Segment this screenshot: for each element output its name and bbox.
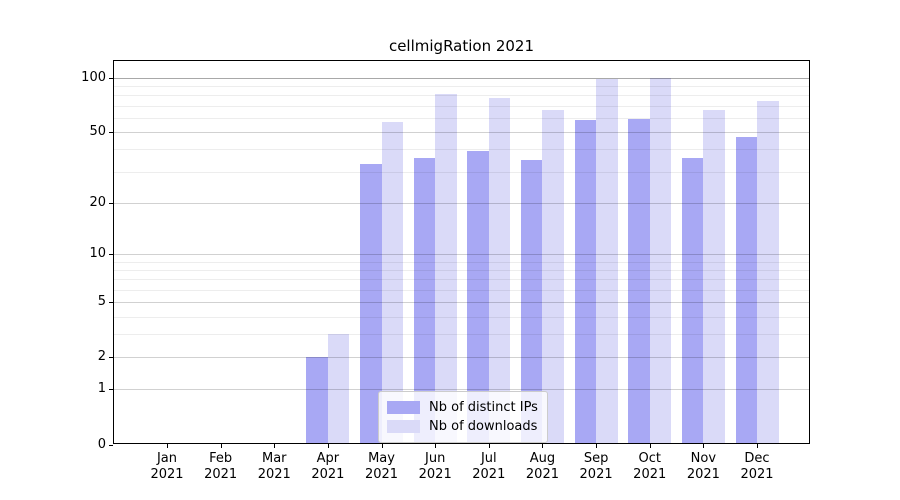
chart-title: cellmigRation 2021 — [388, 37, 535, 55]
gridline-minor — [114, 334, 809, 336]
bar-distinct-ips — [628, 119, 650, 443]
bar-downloads — [488, 98, 511, 443]
x-tick-mark — [488, 444, 490, 448]
x-tick-label: Apr 2021 — [311, 451, 345, 482]
x-tick-mark — [435, 444, 437, 448]
gridline-minor — [114, 85, 809, 87]
gridline-major — [114, 77, 809, 79]
x-tick-label: Nov 2021 — [686, 451, 720, 482]
bar-distinct-ips — [306, 357, 328, 443]
x-tick-mark — [596, 444, 598, 448]
gridline-minor — [114, 105, 809, 107]
x-tick-label: Jan 2021 — [150, 451, 184, 482]
y-tick-label: 50 — [89, 124, 106, 139]
legend-item-distinct-ips: Nb of distinct IPs — [387, 398, 538, 417]
x-tick-label: Jun 2021 — [418, 451, 452, 482]
bar-downloads — [381, 121, 404, 443]
x-tick-mark — [381, 444, 383, 448]
bar-downloads — [757, 101, 779, 443]
bar-distinct-ips — [735, 136, 757, 443]
x-tick-label: Oct 2021 — [633, 451, 667, 482]
y-tick-mark — [109, 132, 113, 133]
gridline-minor — [114, 95, 809, 97]
gridline-major — [114, 389, 809, 391]
legend-label-distinct-ips: Nb of distinct IPs — [429, 400, 538, 415]
legend: Nb of distinct IPs Nb of downloads — [378, 391, 548, 443]
legend-swatch-distinct-ips — [387, 401, 420, 414]
y-tick-mark — [109, 254, 113, 255]
bar-downloads — [703, 110, 725, 443]
y-tick-mark — [109, 389, 113, 390]
x-tick-mark — [220, 444, 222, 448]
plot-area — [113, 60, 810, 444]
bar-downloads — [649, 77, 672, 443]
x-tick-mark — [542, 444, 544, 448]
x-tick-label: Aug 2021 — [525, 451, 559, 482]
x-tick-mark — [327, 444, 329, 448]
y-tick-mark — [109, 445, 113, 446]
bar-distinct-ips — [467, 151, 489, 443]
legend-item-downloads: Nb of downloads — [387, 417, 538, 436]
y-tick-label: 5 — [97, 294, 106, 309]
gridline-minor — [114, 149, 809, 151]
x-tick-label: Dec 2021 — [740, 451, 774, 482]
bar-downloads — [327, 334, 350, 443]
y-tick-label: 1 — [97, 381, 106, 396]
bar-distinct-ips — [520, 159, 543, 443]
gridline-major — [114, 357, 809, 359]
y-tick-label: 10 — [89, 246, 106, 261]
gridline-major — [114, 132, 809, 133]
gridline-major — [114, 302, 809, 304]
y-tick-label: 0 — [97, 437, 106, 452]
bar-distinct-ips — [360, 164, 382, 443]
bar-distinct-ips — [681, 157, 704, 443]
y-tick-mark — [109, 78, 113, 79]
bar-distinct-ips — [413, 157, 436, 443]
x-tick-label: Jul 2021 — [472, 451, 506, 482]
y-tick-label: 100 — [81, 70, 106, 85]
legend-label-downloads: Nb of downloads — [429, 419, 538, 434]
y-tick-mark — [109, 203, 113, 204]
x-tick-mark — [167, 444, 168, 448]
x-tick-label: Sep 2021 — [579, 451, 613, 482]
bar-distinct-ips — [574, 120, 597, 443]
gridline-major — [114, 202, 809, 204]
y-tick-label: 20 — [89, 195, 106, 210]
x-tick-mark — [649, 444, 651, 448]
x-tick-mark — [703, 444, 705, 448]
legend-swatch-downloads — [387, 420, 420, 433]
gridline-minor — [114, 279, 809, 281]
gridline-minor — [114, 117, 809, 119]
y-tick-mark — [109, 357, 113, 358]
x-tick-mark — [274, 444, 276, 448]
gridline-minor — [114, 171, 809, 173]
x-tick-label: Mar 2021 — [257, 451, 291, 482]
gridline-minor — [114, 261, 809, 263]
y-tick-mark — [109, 302, 113, 303]
x-tick-label: Feb 2021 — [204, 451, 238, 482]
bar-downloads — [542, 110, 564, 443]
gridline-minor — [114, 316, 809, 318]
gridline-minor — [114, 289, 809, 291]
gridline-major — [114, 253, 809, 255]
x-tick-label: May 2021 — [364, 451, 399, 482]
y-tick-label: 2 — [97, 349, 106, 364]
bar-downloads — [435, 94, 457, 443]
bar-downloads — [596, 78, 618, 443]
x-tick-mark — [757, 444, 758, 448]
gridline-minor — [114, 269, 809, 271]
